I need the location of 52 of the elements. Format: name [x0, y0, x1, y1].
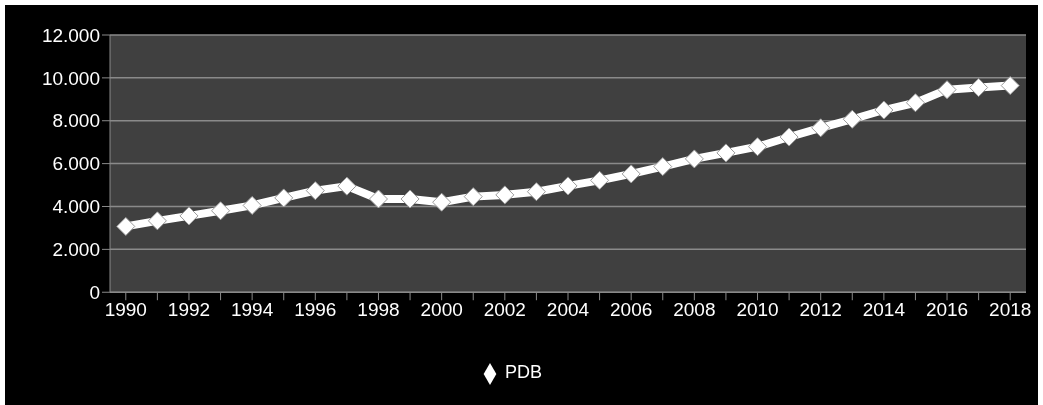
x-tick-label: 2014: [862, 298, 906, 320]
point: [716, 143, 736, 163]
point: [432, 192, 452, 212]
point: [684, 149, 704, 169]
point: [526, 182, 546, 202]
x-tick-label: 1990: [104, 298, 147, 320]
x-tick-label: 2012: [799, 298, 842, 320]
point: [874, 100, 894, 120]
y-tick-label: 4.000: [52, 196, 100, 218]
point: [305, 181, 325, 201]
x-tick-label: 2002: [483, 298, 526, 320]
point: [1000, 76, 1020, 96]
y-tick-label: 6.000: [52, 153, 100, 175]
x-tick-label: 2000: [420, 298, 463, 320]
point: [337, 176, 357, 196]
point: [368, 189, 388, 209]
x-tick-label: 2010: [736, 298, 779, 320]
y-tick-label: 2.000: [52, 239, 100, 261]
point: [116, 216, 136, 236]
x-tick-label: 1992: [167, 298, 211, 320]
x-tick-label: 2016: [925, 298, 969, 320]
point: [842, 109, 862, 129]
point: [969, 78, 989, 98]
point: [779, 127, 799, 147]
point: [811, 118, 831, 138]
x-tick-label: 1996: [294, 298, 337, 320]
point: [179, 206, 199, 226]
point: [274, 188, 294, 208]
legend-label: PDB: [504, 362, 542, 383]
point: [211, 201, 231, 221]
y-tick-label: 10.000: [41, 67, 100, 89]
point: [147, 211, 167, 231]
point: [400, 189, 420, 209]
x-tick-label: 1998: [357, 298, 400, 320]
point: [905, 93, 925, 113]
point: [937, 80, 957, 100]
x-tick-label: 2008: [673, 298, 716, 320]
point: [653, 157, 673, 177]
x-tick-label: 2018: [989, 298, 1032, 320]
x-tick-label: 2006: [610, 298, 653, 320]
point: [495, 185, 515, 205]
point: [242, 195, 262, 215]
point: [748, 137, 768, 157]
point: [590, 170, 610, 190]
point: [558, 176, 578, 196]
x-tick-label: 1994: [231, 298, 274, 320]
x-tick-label: 2004: [546, 298, 590, 320]
y-tick-label: 0: [89, 281, 100, 303]
point: [463, 187, 483, 207]
point: [621, 164, 641, 184]
y-tick-label: 12.000: [41, 24, 100, 46]
y-tick-label: 8.000: [52, 110, 100, 132]
